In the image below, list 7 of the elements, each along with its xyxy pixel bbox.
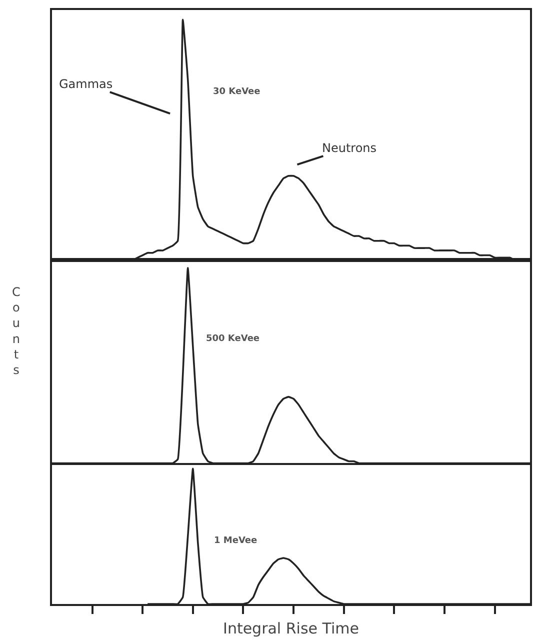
annotation: 30 KeVee [213,87,260,97]
annotation: Neutrons [322,141,377,155]
annotation: Gammas [59,77,113,91]
annotation: 1 MeVee [214,536,258,546]
annotation: 500 KeVee [206,334,260,344]
x-axis-title: Integral Rise Time [223,619,359,638]
y-axis-title: Counts [12,285,20,377]
